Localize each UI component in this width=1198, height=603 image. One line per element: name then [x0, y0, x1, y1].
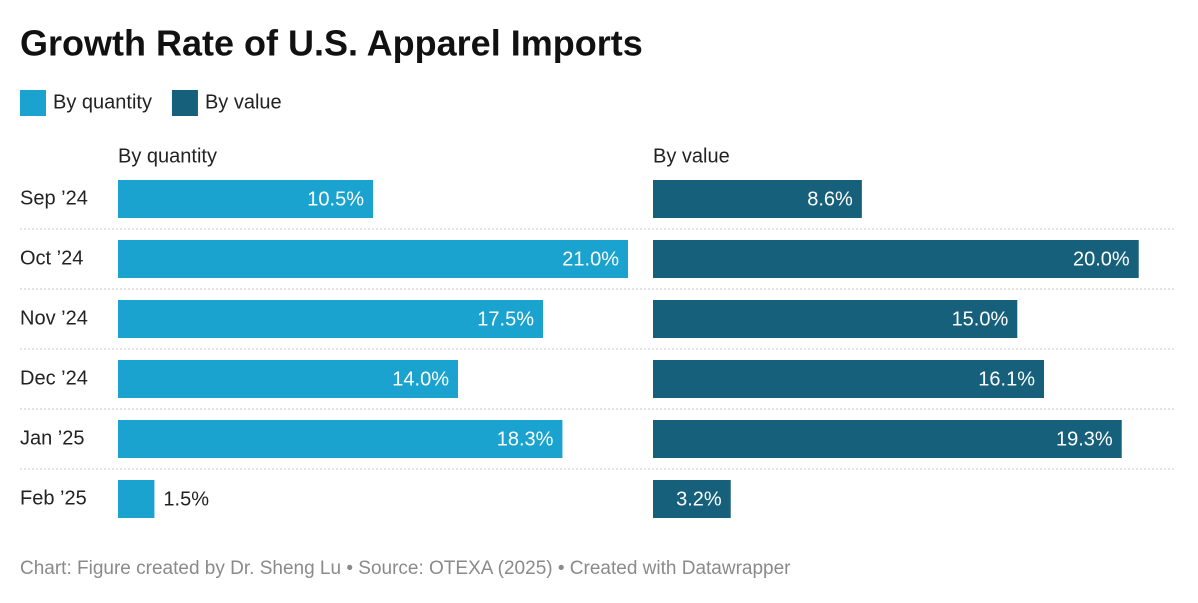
category-label: Dec ’24	[20, 367, 88, 389]
legend-label: By value	[205, 91, 282, 113]
bar	[653, 240, 1139, 278]
legend-swatch	[171, 90, 198, 116]
bar	[118, 300, 543, 338]
value-label: 14.0%	[392, 368, 449, 390]
value-label: 17.5%	[477, 308, 534, 330]
category-label: Nov ’24	[20, 307, 88, 329]
value-label: 3.2%	[676, 488, 722, 510]
value-label: 18.3%	[497, 428, 554, 450]
bar	[653, 480, 731, 518]
value-label: 15.0%	[952, 308, 1009, 330]
value-label: 16.1%	[978, 368, 1035, 390]
category-label: Oct ’24	[20, 247, 83, 269]
source-note: Chart: Figure created by Dr. Sheng Lu • …	[20, 558, 791, 579]
category-label: Jan ’25	[20, 427, 85, 449]
bar	[118, 480, 155, 518]
value-label: 21.0%	[562, 248, 619, 270]
category-label: Sep ’24	[20, 187, 88, 209]
panel-title: By value	[653, 145, 730, 167]
panel-title: By quantity	[118, 145, 217, 167]
value-label: 19.3%	[1056, 428, 1113, 450]
bar	[653, 420, 1122, 458]
bar	[653, 360, 1044, 398]
value-label: 8.6%	[807, 188, 853, 210]
legend-swatch	[20, 90, 46, 116]
bar	[118, 360, 458, 398]
chart-title: Growth Rate of U.S. Apparel Imports	[20, 23, 643, 64]
bar	[118, 420, 563, 458]
value-label: 1.5%	[163, 488, 209, 510]
bar	[118, 180, 373, 218]
legend-label: By quantity	[53, 91, 152, 113]
bar	[118, 240, 628, 278]
category-label: Feb ’25	[20, 487, 87, 509]
value-label: 20.0%	[1073, 248, 1130, 270]
bar	[653, 300, 1018, 338]
value-label: 10.5%	[307, 188, 364, 210]
bar	[653, 180, 862, 218]
